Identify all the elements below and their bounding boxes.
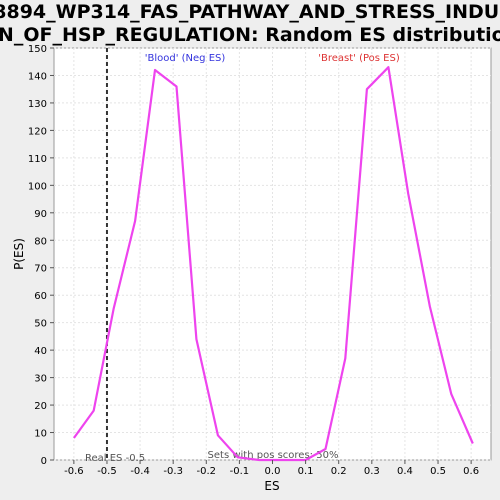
pos-es-label: 'Breast' (Pos ES) (318, 53, 400, 64)
chart-title-line-1: 198894_WP314_FAS_PATHWAY_AND_STRESS_INDU… (0, 1, 500, 23)
x-tick-label: 0.4 (397, 466, 413, 477)
x-tick-label: -0.4 (130, 466, 150, 477)
y-tick-label: 40 (34, 346, 47, 357)
x-tick-label: 0.5 (430, 466, 446, 477)
y-axis-label: P(ES) (12, 238, 26, 270)
x-tick-label: -0.1 (230, 466, 250, 477)
x-tick-label: 0.2 (331, 466, 347, 477)
x-tick-label: 0.3 (364, 466, 380, 477)
y-gridlines (54, 47, 491, 461)
y-tick-label: 150 (28, 44, 47, 55)
x-tick-label: -0.3 (163, 466, 183, 477)
pos-scores-note: Sets with pos scores: 50% (208, 450, 339, 461)
y-tick-label: 90 (34, 209, 47, 220)
series-layer (73, 66, 474, 462)
neg-es-label: 'Blood' (Neg ES) (145, 53, 226, 64)
y-tick-label: 80 (34, 236, 47, 247)
x-axis-label: ES (264, 479, 279, 493)
y-tick-label: 60 (34, 291, 47, 302)
x-tick-label: -0.2 (197, 466, 217, 477)
x-tick-label: 0.1 (298, 466, 314, 477)
y-tick-label: 120 (28, 126, 47, 137)
y-tick-label: 100 (28, 181, 47, 192)
es-density-line (73, 66, 474, 462)
y-tick-label: 30 (34, 374, 47, 385)
y-tick-label: 130 (28, 99, 47, 110)
y-tick-label: 0 (41, 456, 47, 467)
chart-title-line-2: ON_OF_HSP_REGULATION: Random ES distribu… (0, 24, 500, 46)
x-tick-label: 0.6 (463, 466, 479, 477)
y-tick-label: 70 (34, 264, 47, 275)
x-axis-ticks: -0.6 -0.5 -0.4 -0.3 -0.2 -0.1 0.0 0.1 0.2 0.3 0.4 0… (64, 460, 479, 477)
x-tick-label: -0.5 (97, 466, 117, 477)
y-tick-label: 10 (34, 429, 47, 440)
real-es-label: Real ES -0.5 (85, 453, 145, 464)
y-tick-label: 20 (34, 401, 47, 412)
y-tick-label: 50 (34, 319, 47, 330)
y-tick-label: 110 (28, 154, 47, 165)
y-tick-label: 140 (28, 71, 47, 82)
x-tick-label: 0.0 (265, 466, 281, 477)
x-tick-label: -0.6 (64, 466, 84, 477)
y-axis-ticks: 0 10 20 30 40 50 60 70 80 90 100 110 120 130 140 150 (28, 44, 54, 467)
